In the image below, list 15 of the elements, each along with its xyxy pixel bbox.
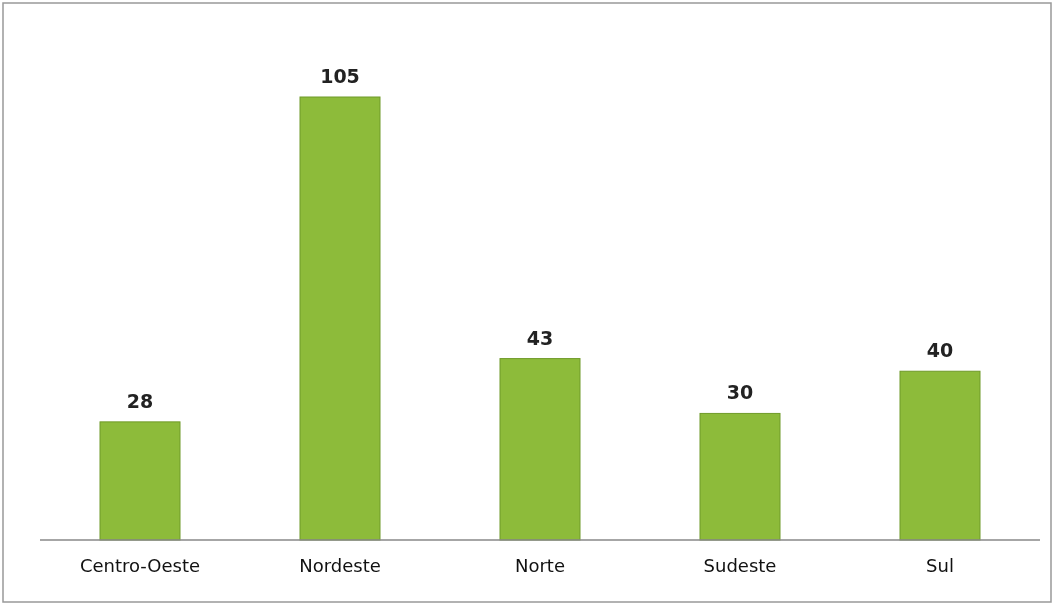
x-tick-label: Sudeste xyxy=(703,555,777,576)
data-label: 40 xyxy=(926,339,954,362)
data-label: 105 xyxy=(320,65,360,87)
x-tick-label: Sul xyxy=(926,555,954,576)
data-label: 28 xyxy=(126,389,154,412)
bar xyxy=(699,412,781,541)
x-tick-label: Nordeste xyxy=(299,555,381,576)
bar xyxy=(499,358,581,541)
data-label: 30 xyxy=(726,381,754,404)
bar xyxy=(299,96,381,541)
bar xyxy=(899,370,981,541)
x-tick-label: Norte xyxy=(514,555,566,576)
data-label: 43 xyxy=(526,326,554,349)
x-tick-label: Centro-Oeste xyxy=(79,555,201,576)
bar xyxy=(99,421,181,541)
